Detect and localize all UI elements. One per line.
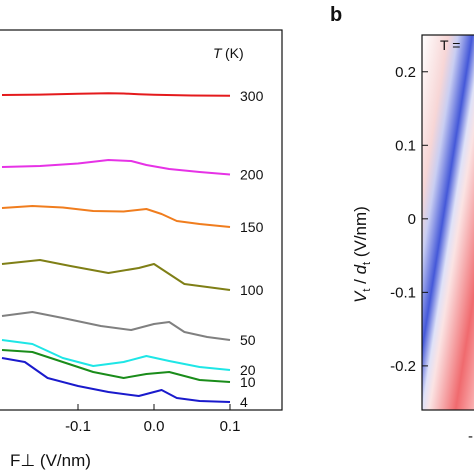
panel-b-y-ticks: 0.2 0.1 0 -0.1 -0.2	[390, 64, 428, 375]
panel-a-x-ticks: -0.1 0.0 0.1	[65, 404, 240, 435]
panel-b-x-tick-partial: -	[468, 428, 473, 445]
legend-title: T	[213, 45, 223, 61]
series-line-50	[1, 311, 231, 341]
panel-b-annotation: T =	[440, 37, 460, 53]
temperature-label-200: 200	[240, 167, 264, 183]
series-line-100	[1, 259, 231, 291]
panel-b-letter: b	[330, 4, 342, 26]
legend-title-unit: (K)	[225, 45, 244, 61]
x-tick-label: 0.1	[220, 418, 241, 435]
temperature-label-4: 4	[240, 394, 248, 410]
series-line-150	[1, 205, 231, 228]
temperature-label-10: 10	[240, 374, 256, 390]
heatmap	[422, 35, 474, 410]
series-line-20	[1, 339, 231, 371]
x-tick-label: -0.1	[65, 418, 91, 435]
series-line-300	[1, 92, 231, 97]
panel-b-frame	[421, 34, 474, 411]
panel-b-y-axis-title: Vt / dt (V/nm)	[351, 206, 373, 303]
y-tick-label: 0.2	[395, 64, 416, 81]
series-line-200	[1, 159, 231, 176]
temperature-label-50: 50	[240, 332, 256, 348]
y-tick-label: 0.1	[395, 137, 416, 154]
panel-b: b T = 0.2 0.1 0 -0.1 -0.2 - Vt / dt (V/nm)	[330, 4, 474, 445]
temperature-label-20: 20	[240, 362, 256, 378]
series-line-4	[1, 357, 231, 403]
temperature-label-150: 150	[240, 219, 264, 235]
x-tick-label: 0.0	[144, 418, 165, 435]
y-tick-label: -0.2	[390, 358, 416, 375]
panel-a-frame	[0, 29, 283, 411]
temperature-label-300: 300	[240, 88, 264, 104]
temperature-label-100: 100	[240, 282, 264, 298]
panel-a-x-axis-title: F⊥ (V/nm)	[10, 451, 91, 470]
series-line-10	[1, 349, 231, 383]
y-tick-label: 0	[408, 211, 416, 228]
y-tick-label: -0.1	[390, 284, 416, 301]
panel-a-series	[1, 92, 231, 403]
